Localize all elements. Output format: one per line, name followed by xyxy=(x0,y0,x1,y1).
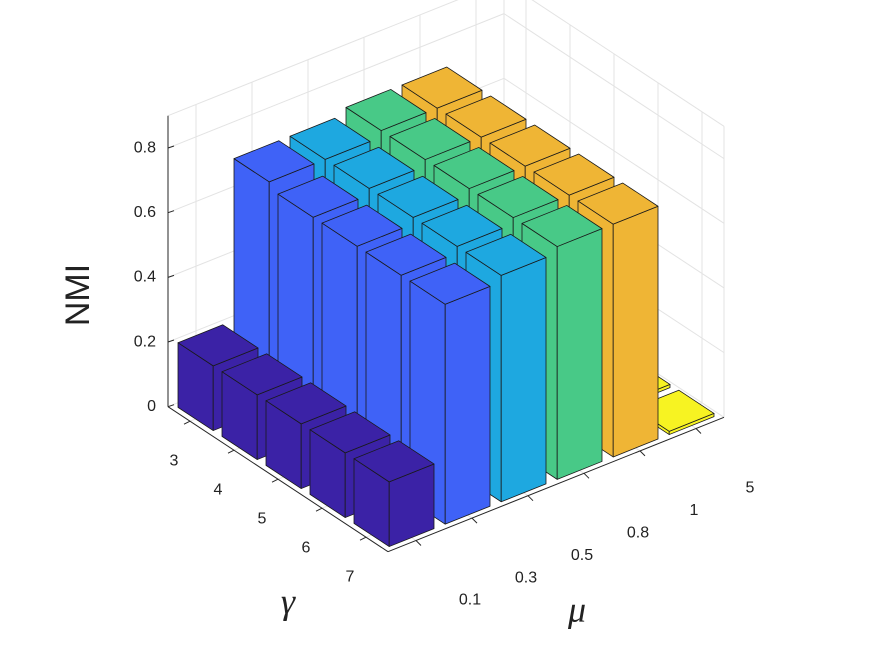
y-tick xyxy=(527,495,534,502)
bar-face xyxy=(421,204,503,247)
z-tick-label: 0.6 xyxy=(134,204,156,221)
bar-face xyxy=(465,233,547,276)
y-tick xyxy=(415,540,422,546)
x-tick xyxy=(359,536,367,541)
bar-face xyxy=(333,146,415,189)
y-tick-label: 1 xyxy=(690,502,699,519)
bar-face xyxy=(277,175,359,218)
z-tick xyxy=(167,339,175,343)
y-tick-label: 0.1 xyxy=(459,592,481,609)
y-tick-label: 5 xyxy=(746,480,755,497)
grid-line xyxy=(167,0,459,117)
bar-face xyxy=(409,262,491,305)
x-tick-label: 7 xyxy=(346,568,355,585)
bar-face xyxy=(265,382,347,425)
y-tick xyxy=(471,517,478,524)
z-tick xyxy=(167,145,175,149)
x-tick xyxy=(227,449,235,454)
bar-face xyxy=(353,440,435,483)
x-tick-label: 4 xyxy=(214,481,223,498)
bar-face xyxy=(389,118,471,160)
x-tick-label: 5 xyxy=(258,510,267,527)
x-tick xyxy=(271,478,279,483)
x-tick xyxy=(183,420,191,425)
bar-face xyxy=(612,205,659,458)
bar-face xyxy=(365,233,447,276)
y-tick-label: 0.5 xyxy=(571,547,593,564)
bar-face xyxy=(345,89,427,131)
bar-face xyxy=(221,353,303,396)
bar-face xyxy=(433,147,515,189)
bar-face xyxy=(177,324,259,367)
z-tick-label: 0.2 xyxy=(134,333,156,350)
bar-face xyxy=(309,411,391,454)
bar-face xyxy=(477,176,559,218)
bar-face xyxy=(577,182,659,225)
y-tick xyxy=(639,450,646,457)
z-axis-label: NMI xyxy=(59,264,97,326)
bar-face xyxy=(377,175,459,218)
z-tick xyxy=(167,210,175,214)
bar-face xyxy=(500,257,547,503)
y-tick-label: 0.8 xyxy=(627,525,649,542)
z-tick xyxy=(167,404,175,408)
x-axis-label: γ xyxy=(281,581,296,621)
x-tick xyxy=(315,507,323,512)
grid-line xyxy=(531,0,725,127)
bar xyxy=(353,440,435,547)
x-tick-label: 3 xyxy=(170,452,179,469)
y-axis xyxy=(387,416,725,553)
bar-face xyxy=(556,228,603,480)
z-tick-label: 0 xyxy=(147,398,156,415)
x-tick-label: 6 xyxy=(302,539,311,556)
bar-face xyxy=(321,204,403,247)
y-tick-label: 0.3 xyxy=(515,569,537,586)
z-tick-label: 0.4 xyxy=(134,269,156,286)
z-tick-label: 0.8 xyxy=(134,139,156,156)
grid-line xyxy=(167,13,505,149)
bar-face xyxy=(489,124,571,167)
bar-face xyxy=(521,205,603,247)
bar-face xyxy=(444,285,491,525)
bar-face xyxy=(533,153,615,196)
y-axis-label: μ xyxy=(567,589,586,629)
z-tick xyxy=(167,274,175,278)
bar-face xyxy=(233,140,315,183)
bar-face xyxy=(445,95,527,138)
y-tick xyxy=(695,428,702,434)
bar-face xyxy=(289,117,371,160)
y-tick xyxy=(583,472,590,479)
bar-face xyxy=(401,66,483,109)
